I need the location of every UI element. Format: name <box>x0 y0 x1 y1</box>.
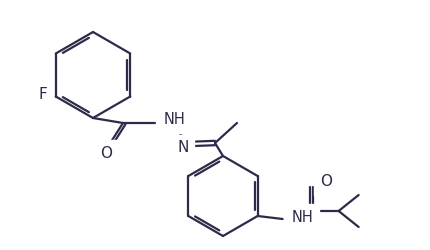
Text: O: O <box>319 174 332 190</box>
Text: F: F <box>38 87 47 102</box>
Text: O: O <box>100 146 112 160</box>
Text: NH: NH <box>164 112 186 128</box>
Text: NH: NH <box>292 210 313 224</box>
Text: N: N <box>177 140 189 156</box>
